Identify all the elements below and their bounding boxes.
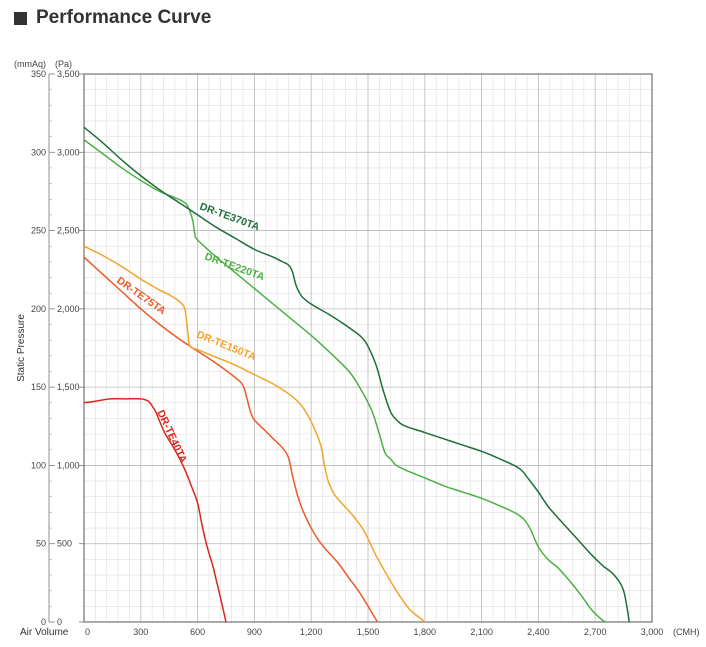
x-tick-label: 2,400 (527, 627, 550, 637)
y-tick-label-mmaq: 150 (31, 382, 46, 392)
x-axis-title: Air Volume (20, 627, 69, 638)
x-tick-label: 1,200 (300, 627, 323, 637)
y-tick-label-mmaq: 250 (31, 226, 46, 236)
series-line-dr-te40ta (84, 397, 227, 622)
x-tick-label: 2,100 (470, 627, 493, 637)
y-tick-label-pa: 0 (57, 617, 62, 627)
x-tick-label: 900 (247, 627, 262, 637)
y-tick-label-mmaq: 50 (36, 539, 46, 549)
page-title: Performance Curve (14, 6, 211, 30)
y-tick-label-pa: 3,000 (57, 147, 80, 157)
y-axis-title: Static Pressure (16, 314, 27, 382)
plot-border (83, 73, 653, 623)
page-title-text: Performance Curve (36, 7, 212, 28)
title-bullet-icon (14, 11, 27, 25)
y-unit-pa: (Pa) (55, 59, 72, 69)
y-tick-label-mmaq: 350 (31, 69, 46, 79)
x-tick-label: 300 (133, 627, 148, 637)
x-tick-label: 1,500 (357, 627, 380, 637)
y-tick-label-pa: 2,000 (57, 304, 80, 314)
y-unit-mmaq: (mmAq) (14, 59, 46, 69)
y-tick-label-mmaq: 100 (31, 460, 46, 470)
y-tick-label-pa: 500 (57, 539, 72, 549)
y-tick-label-mmaq: 0 (41, 617, 46, 627)
series-line-dr-te150ta (84, 245, 426, 622)
y-tick-label-pa: 2,500 (57, 226, 80, 236)
x-tick-label: 2,700 (584, 627, 607, 637)
y-tick-label-pa: 1,500 (57, 382, 80, 392)
y-tick-label-pa: 1,000 (57, 460, 80, 470)
x-tick-label: 1,800 (414, 627, 437, 637)
x-tick-label: 600 (190, 627, 205, 637)
y-tick-label-mmaq: 300 (31, 147, 46, 157)
x-unit-cmh: (CMH) (673, 627, 700, 637)
x-tick-label: 3,000 (641, 627, 664, 637)
y-tick-label-mmaq: 200 (31, 304, 46, 314)
x-tick-label: 0 (85, 627, 90, 637)
series-line-dr-te75ta (84, 256, 379, 622)
y-tick-label-pa: 3,500 (57, 69, 80, 79)
series-line-dr-te370ta (84, 126, 631, 622)
